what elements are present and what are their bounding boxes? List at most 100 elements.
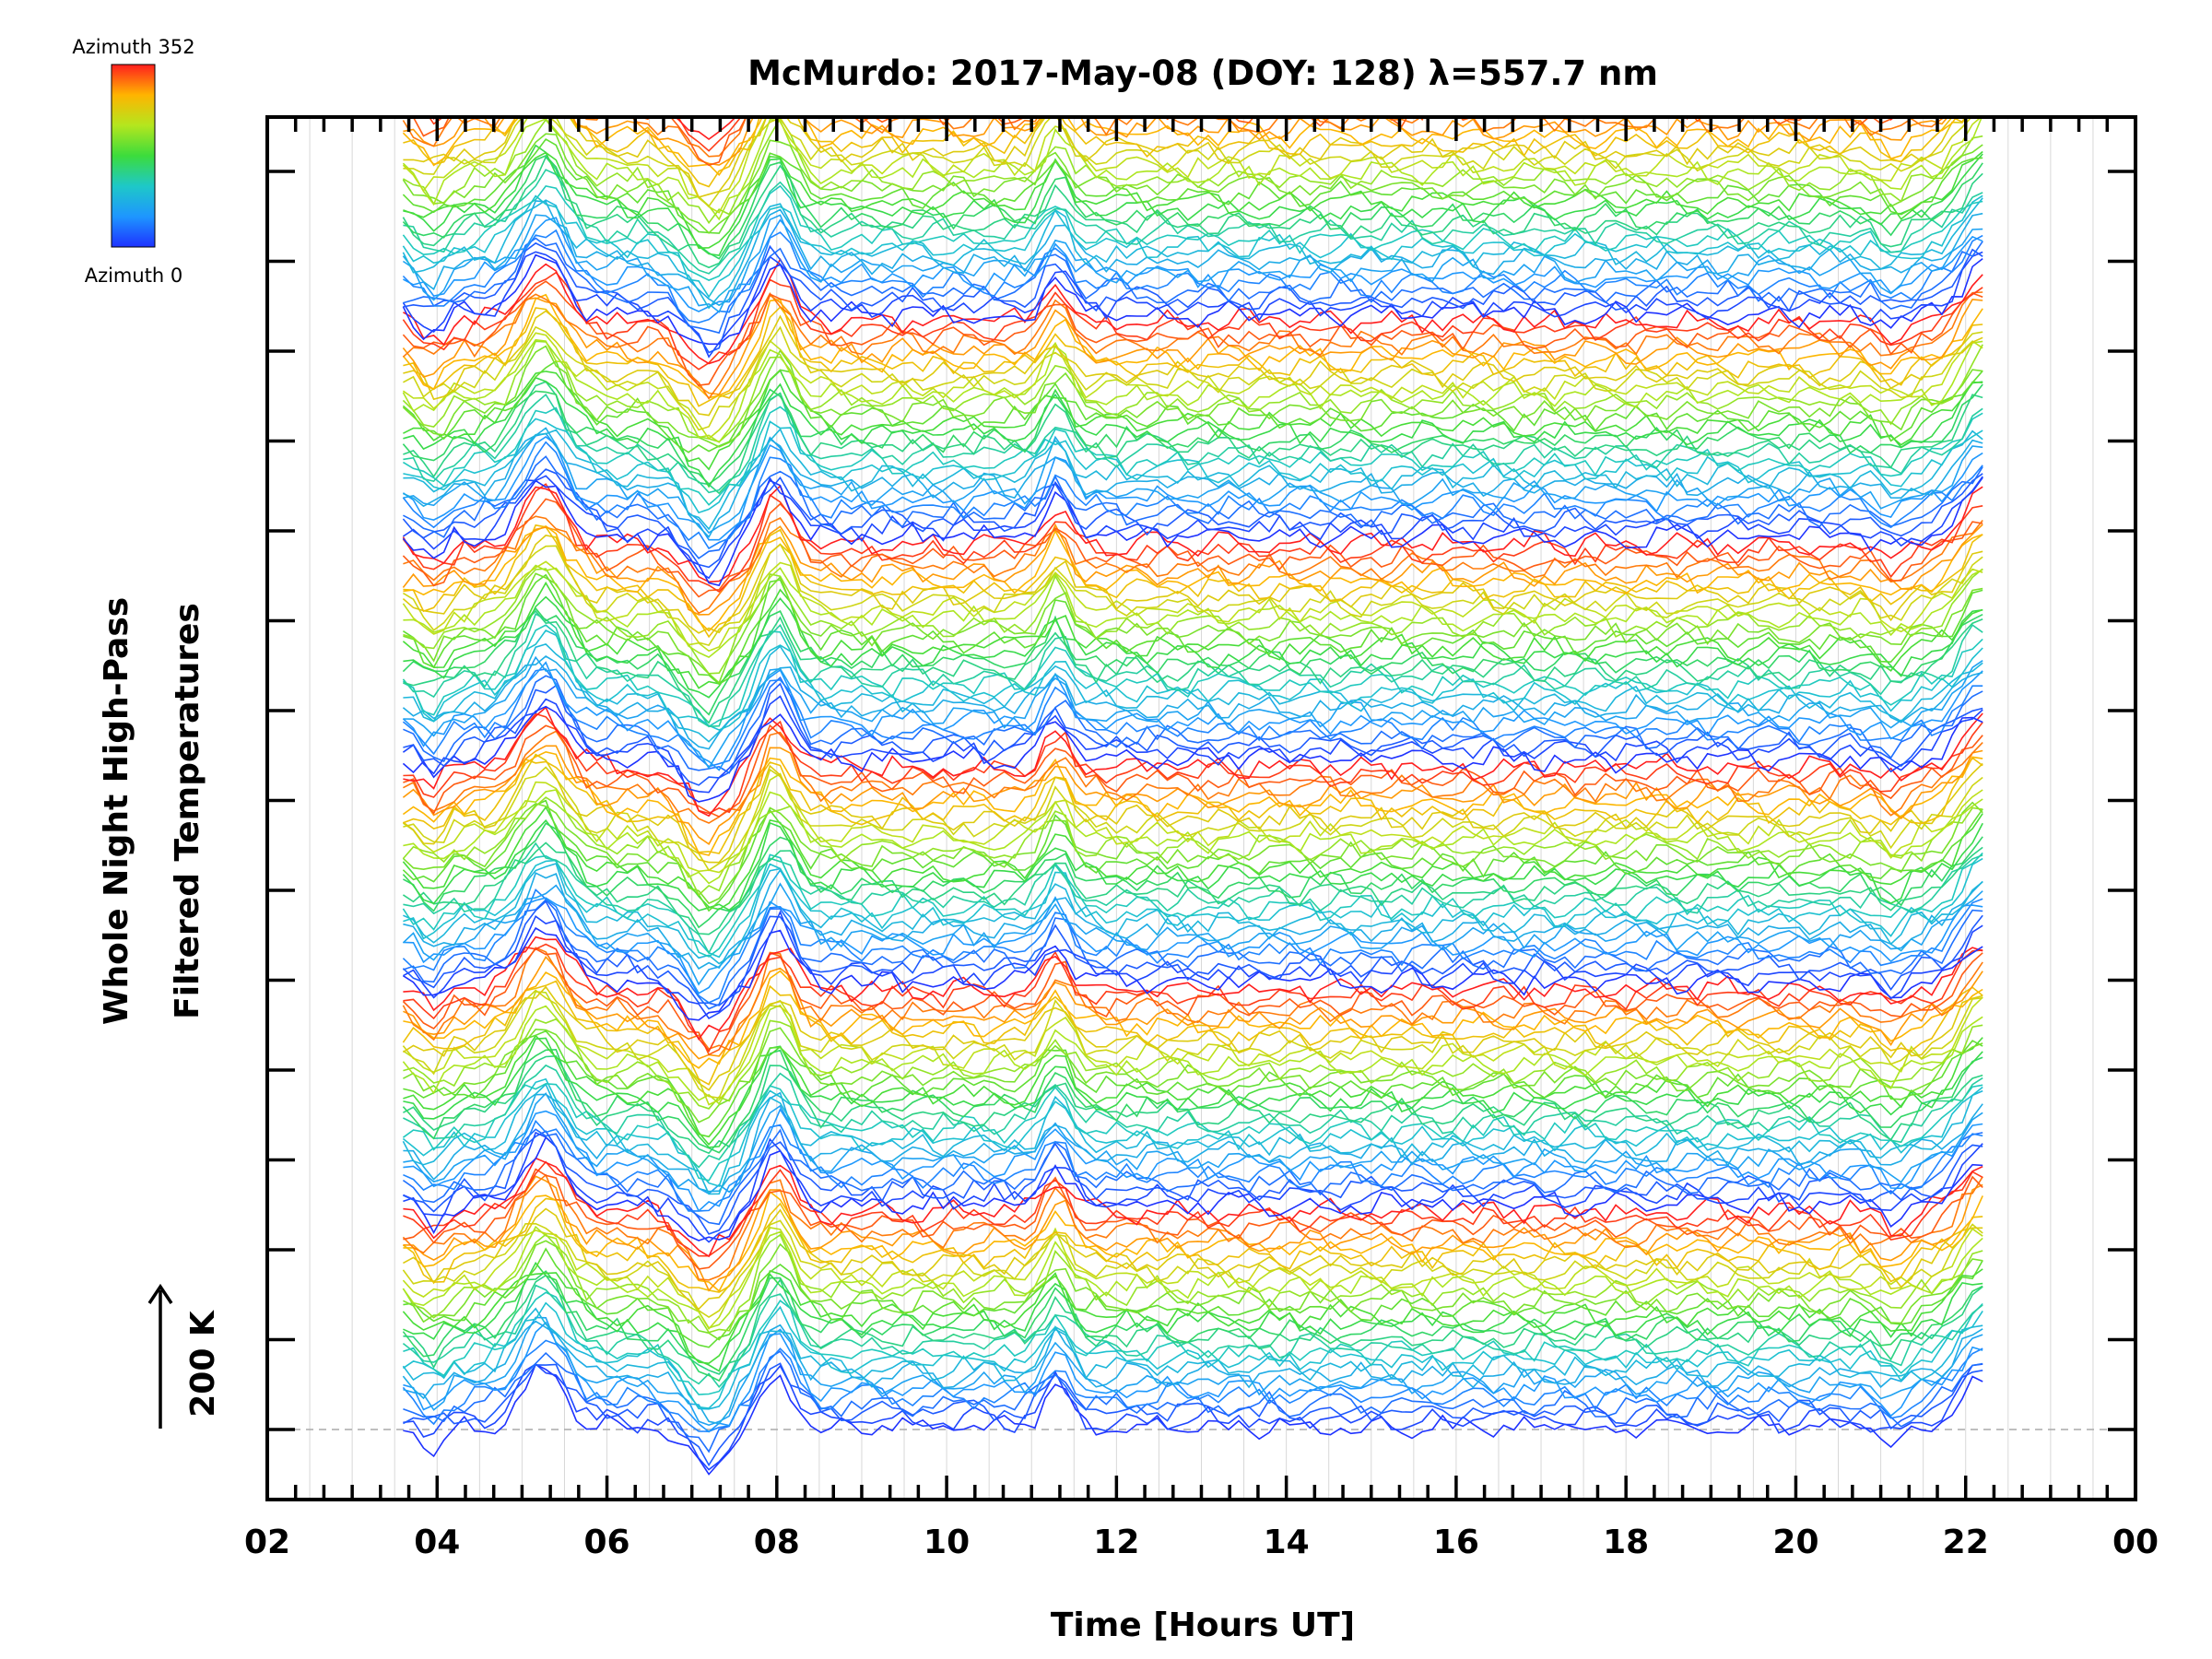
- series-line: [402, 980, 1983, 1086]
- series-line: [402, 1320, 1983, 1425]
- x-tick-label: 18: [1603, 1524, 1649, 1561]
- series-line: [403, 117, 1966, 188]
- series-line: [402, 985, 1983, 1091]
- series-line: [403, 376, 1983, 488]
- series-line: [402, 581, 1983, 689]
- series-line: [402, 900, 1983, 1006]
- series-line: [402, 882, 1983, 986]
- series-line: [402, 606, 1983, 716]
- series-line: [403, 1316, 1983, 1427]
- series-line: [403, 169, 1983, 275]
- series-line: [402, 629, 1983, 731]
- x-tick-label: 16: [1433, 1524, 1479, 1561]
- series-line: [403, 757, 1983, 854]
- series-line: [403, 1054, 1983, 1155]
- series-line: [403, 624, 1983, 728]
- series-line: [402, 1268, 1983, 1365]
- series-line: [402, 613, 1983, 728]
- series-line: [403, 310, 1983, 417]
- series-line: [403, 237, 1983, 335]
- series-line: [402, 498, 1983, 598]
- x-axis-label: Time [Hours UT]: [1051, 1606, 1355, 1644]
- series-line: [402, 796, 1983, 897]
- series-line: [402, 468, 1983, 569]
- series-line: [403, 1119, 1983, 1212]
- series-line: [402, 947, 1983, 1052]
- series-line: [403, 1350, 1983, 1453]
- series-line: [403, 1261, 1983, 1372]
- series-line: [403, 305, 1983, 407]
- series-line: [403, 682, 1983, 786]
- series-line: [402, 1225, 1983, 1329]
- series-line: [403, 217, 1983, 312]
- chart-title: McMurdo: 2017-May-08 (DOY: 128) λ=557.7 …: [747, 53, 1658, 93]
- series-line: [403, 955, 1983, 1060]
- series-line: [403, 455, 1983, 559]
- x-tick-label: 08: [754, 1524, 800, 1561]
- series-line: [402, 117, 1983, 221]
- colorbar-legend: Azimuth 352 Azimuth 0: [72, 36, 194, 287]
- series-line: [403, 868, 1983, 971]
- series-line: [402, 1077, 1983, 1187]
- x-tick-labels: 02 04 06 08 10 12 14 16 18 20 22 00: [244, 1524, 2159, 1561]
- series-line: [402, 1082, 1983, 1182]
- colorbar-bottom-label: Azimuth 0: [85, 265, 183, 287]
- x-tick-label: 22: [1943, 1524, 1989, 1561]
- scale-indicator: 200 K: [147, 1283, 222, 1429]
- series-line: [403, 857, 1983, 959]
- series-line: [403, 325, 1983, 431]
- x-tick-label: 10: [924, 1524, 970, 1561]
- series-line: [403, 257, 1983, 365]
- series-line: [403, 1363, 1983, 1476]
- series-line: [402, 436, 1983, 541]
- series-line: [402, 1048, 1983, 1154]
- series-line: [403, 896, 1983, 994]
- scale-label: 200 K: [184, 1310, 222, 1418]
- series-line: [403, 572, 1983, 685]
- series-line: [403, 241, 1983, 354]
- series-line: [402, 359, 1983, 453]
- series-line: [403, 595, 1983, 699]
- series-line: [402, 200, 1983, 307]
- x-tick-label: 14: [1264, 1524, 1310, 1561]
- series-line: [402, 1083, 1983, 1195]
- axis-ticks: [265, 117, 2137, 1500]
- series-line: [403, 524, 1983, 639]
- series-line: [403, 515, 1983, 615]
- series-line: [402, 573, 1983, 686]
- series-line: [402, 1226, 1983, 1331]
- series-line: [403, 789, 1983, 885]
- series-line: [403, 427, 1983, 538]
- series-line: [402, 806, 1983, 911]
- series-line: [402, 989, 1983, 1100]
- series-line: [403, 1135, 1983, 1241]
- series-line: [403, 117, 1949, 166]
- colorbar: [111, 64, 156, 248]
- series-line: [402, 338, 1983, 443]
- series-line: [403, 564, 1983, 659]
- series-line: [402, 155, 1983, 260]
- x-tick-label: 06: [583, 1524, 629, 1561]
- x-tick-label: 04: [414, 1524, 460, 1561]
- series-line: [402, 194, 1983, 299]
- series-line: [403, 1130, 1983, 1235]
- series-line: [402, 852, 1983, 958]
- series-line: [403, 1018, 1983, 1110]
- series-line: [403, 568, 1983, 675]
- series-line: [403, 117, 1983, 225]
- series-line: [403, 712, 1983, 815]
- series-line: [402, 251, 1983, 359]
- series-line: [402, 1284, 1983, 1389]
- series-line: [403, 706, 1983, 818]
- series-line: [402, 661, 1983, 771]
- series-line: [403, 1037, 1983, 1148]
- series-line: [403, 1131, 1983, 1243]
- series-line: [403, 144, 1983, 256]
- series-line: [403, 1247, 1983, 1348]
- series-line: [403, 1168, 1983, 1270]
- series-line: [403, 428, 1983, 531]
- colorbar-top-label: Azimuth 352: [72, 36, 194, 58]
- series-line: [402, 475, 1983, 580]
- series-group: [402, 117, 1983, 1476]
